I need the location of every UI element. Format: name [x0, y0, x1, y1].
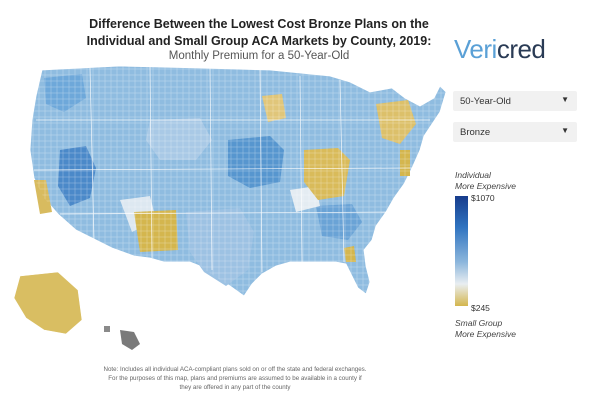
map-title: Difference Between the Lowest Cost Bronz… — [74, 16, 444, 50]
logo-part-2: cred — [496, 34, 546, 64]
footnote-line-3: they are offered in any part of the coun… — [179, 384, 291, 391]
hawaii-islet — [104, 326, 110, 332]
hawaii — [120, 330, 140, 350]
legend-color-scale — [455, 196, 468, 306]
vericred-logo: Vericred — [454, 34, 546, 65]
legend-bottom-line-2: More Expensive — [455, 329, 516, 339]
age-select[interactable]: 50-Year-Old ▼ — [453, 91, 577, 111]
logo-part-1: Veri — [454, 34, 497, 64]
footnote-line-1: Note: Includes all individual ACA-compli… — [103, 366, 367, 373]
legend-top-line-1: Individual — [455, 170, 491, 180]
metal-select-value: Bronze — [460, 127, 491, 138]
legend-bottom-note: Small Group More Expensive — [455, 318, 516, 340]
footnote-line-2: For the purposes of this map, plans and … — [108, 375, 362, 382]
metal-level-select[interactable]: Bronze ▼ — [453, 122, 577, 142]
map-subtitle: Monthly Premium for a 50-Year-Old — [168, 50, 350, 62]
title-line-1: Difference Between the Lowest Cost Bronz… — [89, 17, 429, 31]
legend-min-value: $245 — [471, 303, 490, 313]
legend-top-note: Individual More Expensive — [455, 170, 516, 192]
alaska — [13, 271, 83, 335]
chevron-down-icon: ▼ — [561, 126, 569, 135]
title-line-2: Individual and Small Group ACA Markets b… — [86, 34, 432, 48]
chevron-down-icon: ▼ — [561, 95, 569, 104]
legend-max-value: $1070 — [471, 193, 495, 203]
age-select-value: 50-Year-Old — [460, 96, 511, 107]
footnote: Note: Includes all individual ACA-compli… — [90, 365, 380, 392]
legend-bottom-line-1: Small Group — [455, 318, 503, 328]
legend-top-line-2: More Expensive — [455, 181, 516, 191]
